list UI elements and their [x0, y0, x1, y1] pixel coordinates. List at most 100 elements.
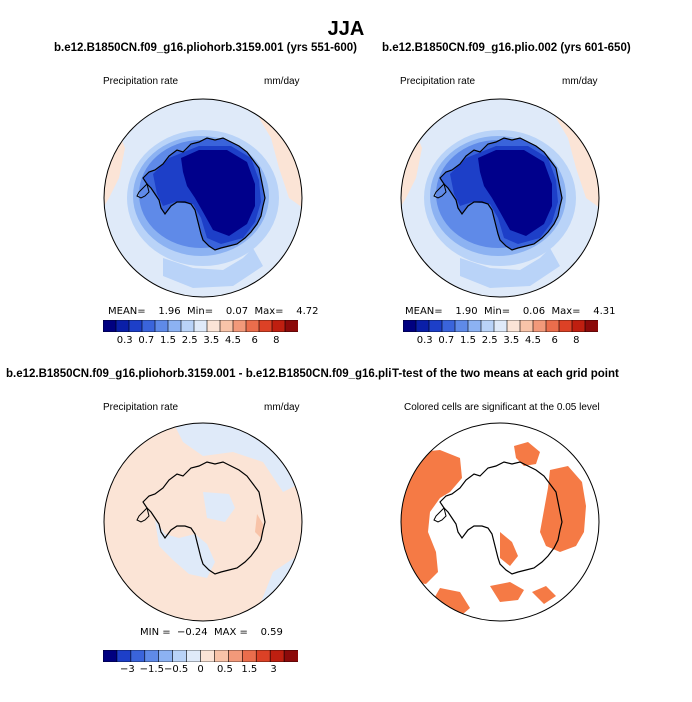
colorbar-swatch [415, 320, 430, 332]
panel-1-variable-label: Precipitation rate [103, 76, 179, 87]
colorbar-swatch [269, 650, 285, 662]
colorbar-swatch [454, 320, 469, 332]
colorbar-tick-label: −3 [120, 664, 135, 675]
colorbar-tick-label: 6 [551, 335, 558, 346]
map-fill-group [401, 99, 599, 297]
significant-cells-region [490, 582, 524, 602]
panel-3-polar-map [103, 422, 303, 622]
panel-3-title: b.e12.B1850CN.f09_g16.pliohorb.3159.001 … [6, 368, 421, 380]
colorbar-tick-label: 3.5 [203, 335, 220, 346]
panel-2-stats: MEAN= 1.90 Min= 0.06 Max= 4.31 [405, 306, 616, 317]
colorbar-swatch [558, 320, 573, 332]
colorbar-tick-label: 2.5 [481, 335, 498, 346]
colorbar-swatch [206, 320, 221, 332]
colorbar-swatch [128, 320, 143, 332]
colorbar-tick-label: 8 [573, 335, 580, 346]
colorbar-tick-label: 3.5 [503, 335, 520, 346]
colorbar-swatch [271, 320, 286, 332]
colorbar-tick-label: −0.5 [163, 664, 189, 675]
colorbar-swatch [283, 650, 298, 662]
colorbar-swatch [467, 320, 482, 332]
colorbar-swatch [228, 650, 243, 662]
panel-3-colorbar-ticks: −3 −1.5 −0.5 0 0.5 1.5 3 [103, 664, 298, 678]
colorbar-tick-label: 0 [197, 664, 204, 675]
colorbar-swatch [506, 320, 521, 332]
colorbar-swatch [103, 650, 118, 662]
panel-2-units-label: mm/day [562, 76, 598, 87]
figure-title: JJA [327, 18, 365, 40]
colorbar-swatch [493, 320, 508, 332]
antarctica-coastline [142, 461, 266, 575]
panel-1-colorbar [103, 320, 298, 332]
panel-2-title: b.e12.B1850CN.f09_g16.plio.002 (yrs 601-… [382, 42, 631, 54]
colorbar-swatch [255, 650, 271, 662]
colorbar-swatch [403, 320, 417, 332]
significant-cells-region [532, 586, 556, 604]
panel-3-units-label: mm/day [264, 402, 300, 413]
panel-1-units-label: mm/day [264, 76, 300, 87]
significant-cells-region [500, 532, 518, 566]
colorbar-swatch [214, 650, 230, 662]
significant-cells-region [540, 466, 586, 552]
colorbar-swatch [116, 650, 132, 662]
colorbar-tick-label: 1.5 [241, 664, 258, 675]
panel-4-significance-label: Colored cells are significant at the 0.0… [404, 402, 600, 413]
panel-3-variable-label: Precipitation rate [103, 402, 179, 413]
antarctic-peninsula-coastline [136, 507, 150, 523]
antarctic-peninsula-coastline [433, 183, 447, 199]
panel-2-variable-label: Precipitation rate [400, 76, 476, 87]
colorbar-swatch [172, 650, 188, 662]
antarctica-coastline [439, 461, 563, 575]
colorbar-swatch [154, 320, 169, 332]
colorbar-swatch [245, 320, 260, 332]
colorbar-swatch [200, 650, 216, 662]
colorbar-tick-label: 0.7 [138, 335, 155, 346]
colorbar-tick-label: 3 [270, 664, 277, 675]
panel-1-stats: MEAN= 1.96 Min= 0.07 Max= 4.72 [108, 306, 319, 317]
panel-4-title: T-test of the two means at each grid poi… [392, 368, 619, 380]
colorbar-tick-label: 0.5 [216, 664, 233, 675]
colorbar-swatch [519, 320, 534, 332]
antarctic-peninsula-coastline [136, 183, 150, 199]
colorbar-tick-label: 2.5 [181, 335, 198, 346]
panel-3-colorbar [103, 650, 298, 662]
small-negative-difference-region [155, 520, 215, 578]
map-boundary-circle [400, 98, 600, 298]
colorbar-swatch [103, 320, 117, 332]
colorbar-tick-label: 0.7 [438, 335, 455, 346]
colorbar-tick-label: 4.5 [525, 335, 541, 346]
panel-1-colorbar-ticks: 0.3 0.7 1.5 2.5 3.5 4.5 6 8 [103, 335, 298, 349]
colorbar-tick-label: 6 [251, 335, 258, 346]
map-boundary-circle [103, 422, 303, 622]
continental-precip-deep [478, 150, 552, 236]
colorbar-swatch [584, 320, 598, 332]
panel-2-colorbar [403, 320, 598, 332]
map-boundary-circle [400, 422, 600, 622]
colorbar-tick-label: 0.3 [416, 335, 433, 346]
colorbar-swatch [158, 650, 174, 662]
colorbar-swatch [144, 650, 160, 662]
panel-1-polar-map [103, 98, 303, 298]
colorbar-swatch [167, 320, 182, 332]
colorbar-tick-label: 8 [273, 335, 280, 346]
colorbar-swatch [193, 320, 208, 332]
significant-cells-region [514, 442, 540, 466]
colorbar-swatch [428, 320, 443, 332]
colorbar-swatch [219, 320, 234, 332]
colorbar-tick-label: 1.5 [160, 335, 176, 346]
antarctica-coastline [439, 137, 563, 251]
colorbar-tick-label: 0.3 [116, 335, 133, 346]
colorbar-swatch [571, 320, 586, 332]
colorbar-swatch [532, 320, 547, 332]
colorbar-swatch [186, 650, 202, 662]
pale-precip-band [163, 248, 263, 288]
colorbar-swatch [130, 650, 146, 662]
antarctica-coastline [142, 137, 266, 251]
colorbar-tick-label: 4.5 [225, 335, 241, 346]
significant-cells-region [401, 450, 462, 584]
small-negative-difference-region [203, 492, 235, 522]
map-fill-group [401, 423, 599, 621]
colorbar-swatch [115, 320, 130, 332]
colorbar-swatch [441, 320, 456, 332]
panel-1-title: b.e12.B1850CN.f09_g16.pliohorb.3159.001 … [54, 42, 357, 54]
